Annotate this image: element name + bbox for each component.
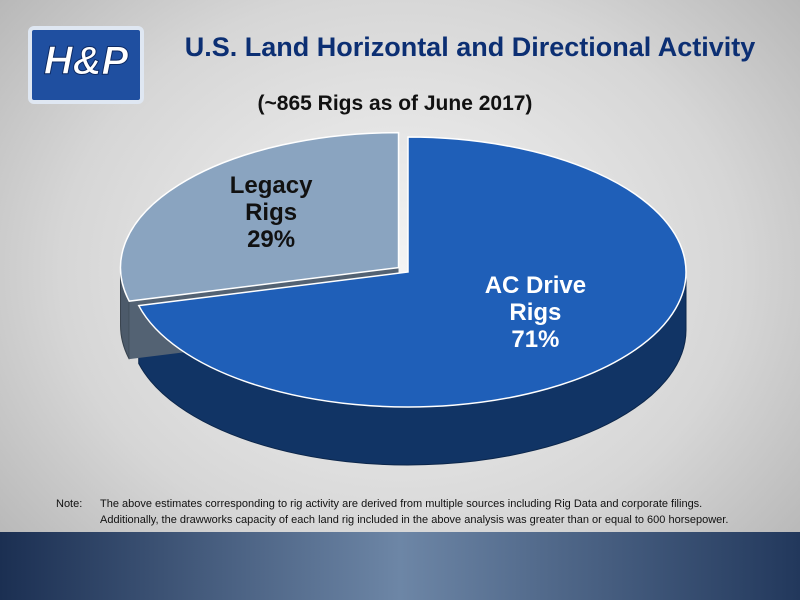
note-label: Note: xyxy=(56,498,83,510)
slice-value-label: 71% xyxy=(511,325,560,353)
slice-value-label: 29% xyxy=(247,225,296,253)
slice xyxy=(137,136,687,408)
note-line: Additionally, the drawworks capacity of … xyxy=(100,514,729,526)
slice xyxy=(119,131,400,302)
logo xyxy=(28,26,144,104)
chart-title: U.S. Land Horizontal and Directional Act… xyxy=(185,32,756,62)
slice-label: Legacy Rigs xyxy=(229,171,313,226)
photo-strip xyxy=(0,532,800,600)
chart-subtitle: (~865 Rigs as of June 2017) xyxy=(258,92,533,115)
slice-label: AC Drive Rigs xyxy=(484,271,587,326)
note-line: The above estimates corresponding to rig… xyxy=(100,498,703,510)
logo-text: H&P xyxy=(44,39,129,83)
